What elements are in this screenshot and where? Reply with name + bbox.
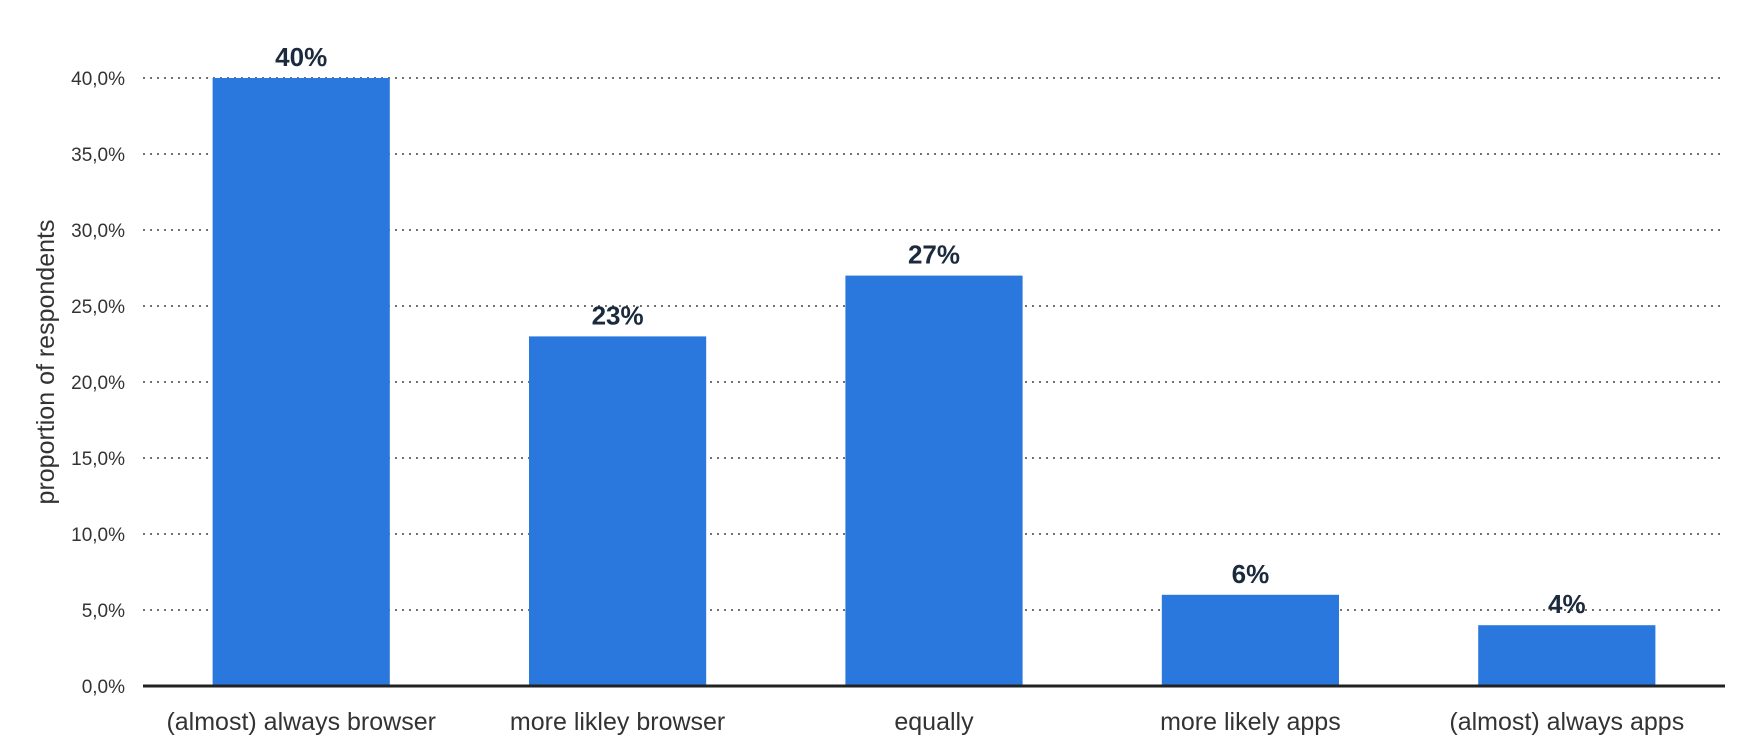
y-tick-label: 30,0% (71, 221, 125, 242)
bar-value-label: 4% (1548, 589, 1586, 619)
bar (212, 78, 390, 686)
bar (529, 336, 707, 686)
y-tick-label: 20,0% (71, 373, 125, 394)
y-axis-title: proportion of respondents (32, 220, 60, 505)
bars (212, 78, 1656, 686)
y-tick-label: 0,0% (82, 677, 125, 698)
bar-value-label: 40% (275, 42, 327, 72)
y-tick-label: 10,0% (71, 525, 125, 546)
bar-value-label: 23% (592, 300, 644, 330)
y-tick-label: 35,0% (71, 145, 125, 166)
y-tick-label: 40,0% (71, 69, 125, 90)
bar (1478, 625, 1656, 686)
y-tick-label: 25,0% (71, 297, 125, 318)
bar (1161, 594, 1339, 686)
x-category-label: (almost) always apps (1449, 708, 1684, 736)
data-labels: 40% 23% 27% 6% 4% (275, 42, 1585, 619)
y-tick-label: 5,0% (82, 601, 125, 622)
bar-value-label: 6% (1232, 559, 1270, 589)
y-axis-ticks: 0,0% 5,0% 10,0% 15,0% 20,0% 25,0% 30,0% 35,0% 40… (71, 69, 125, 698)
bar-value-label: 27% (908, 240, 960, 270)
y-tick-label: 15,0% (71, 449, 125, 470)
x-category-label: (almost) always browser (166, 708, 436, 736)
bar (845, 275, 1023, 686)
x-category-label: more likley browser (510, 708, 725, 736)
x-category-label: more likely apps (1160, 708, 1341, 736)
x-axis-categories: (almost) always browser more likley brows… (166, 708, 1684, 736)
x-category-label: equally (894, 708, 974, 736)
